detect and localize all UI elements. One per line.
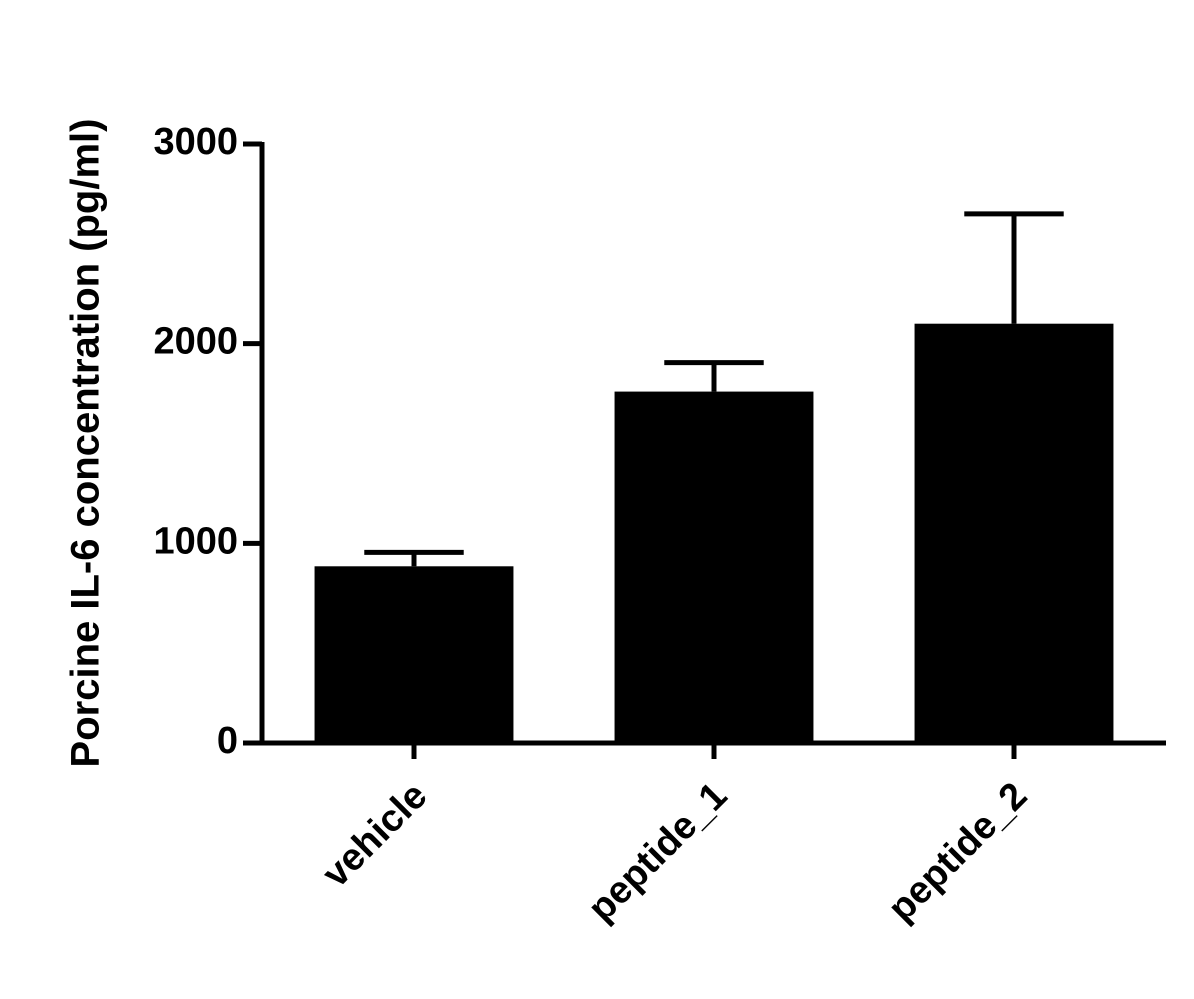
x-tick-label: peptide_2 [880,775,1035,930]
x-tick-label: peptide_1 [580,775,735,930]
y-axis-label: Porcine IL-6 concentration (pg/ml) [64,119,108,768]
bar [914,323,1114,743]
y-tick-label: 3000 [153,121,238,163]
y-tick-label: 2000 [153,321,238,363]
y-tick-label: 0 [217,720,238,762]
bar [614,391,814,743]
bar [314,566,514,743]
y-tick-label: 1000 [153,520,238,562]
x-tick-label: vehicle [315,775,436,896]
